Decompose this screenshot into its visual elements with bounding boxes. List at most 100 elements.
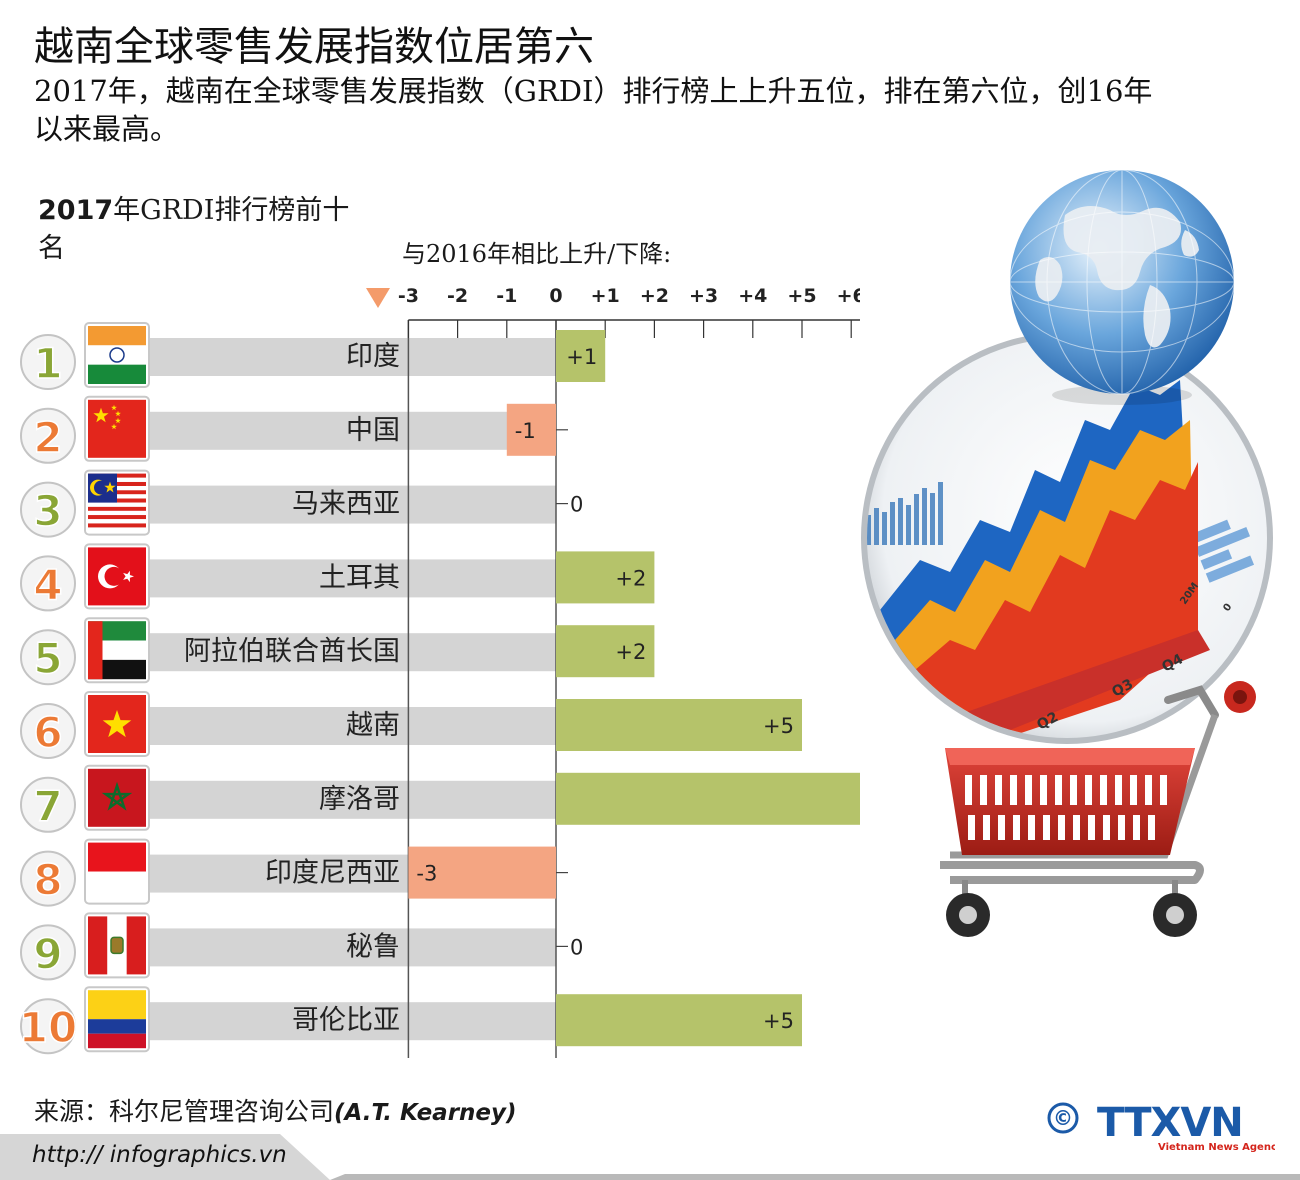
down-triangle-icon: [366, 288, 390, 308]
axis-caption: 与2016年相比上升/下降:: [402, 240, 672, 268]
rank-badge: [20, 555, 76, 612]
row-band: [145, 780, 409, 819]
page-title: 越南全球零售发展指数位居第六: [34, 24, 594, 70]
row-band-axis: [408, 338, 556, 376]
rank-badge: [20, 703, 76, 759]
source-prefix: 来源：科尔尼管理咨询公司: [34, 1097, 335, 1126]
rank-badge: [20, 776, 76, 833]
chart-title-text: 年GRDI排行榜前十名: [38, 195, 350, 264]
x-tick-label: +5: [787, 285, 816, 307]
chart-title-year: 2017: [38, 195, 114, 226]
row-band: [145, 559, 409, 598]
logo-subtext: Vietnam News Agency: [1158, 1142, 1275, 1153]
bar-value-label: +5: [763, 714, 794, 738]
uae-flag-icon: [88, 621, 146, 680]
row-band-axis: [408, 928, 556, 967]
rank-number: 4: [33, 560, 62, 609]
bar-value-label: 0: [570, 935, 583, 959]
india-flag-icon: [88, 326, 146, 384]
footer-bar: [0, 1134, 1300, 1180]
row-band: [145, 411, 409, 450]
x-tick-label: -3: [398, 285, 419, 307]
bar-value-label: +1: [566, 345, 597, 369]
page-subtitle: 2017年，越南在全球零售发展指数（GRDI）排行榜上上升五位，排在第六位，创1…: [34, 74, 1153, 146]
bar-value-label: 0: [570, 493, 583, 517]
rank-number: 3: [33, 487, 62, 536]
x-tick-label: +4: [738, 285, 767, 307]
malaysia-flag-icon: [88, 473, 146, 532]
bar: [556, 772, 860, 825]
bar-value-label: +2: [615, 566, 646, 590]
ttxvn-logo: © TTXVN Vietnam News Agency: [1047, 1100, 1275, 1153]
x-tick-label: -2: [447, 285, 468, 307]
china-flag-icon: [88, 399, 146, 458]
x-tick-label: +3: [689, 285, 718, 307]
bar: [556, 330, 606, 382]
country-label: 土耳其: [319, 562, 400, 593]
bar-value-label: -3: [416, 862, 437, 886]
country-label: 摩洛哥: [319, 784, 400, 815]
row-band-axis: [408, 707, 556, 745]
rank-number: 7: [33, 782, 62, 831]
row-band-axis: [408, 485, 556, 524]
colombia-flag-icon: [88, 990, 146, 1049]
rank-badge: [20, 850, 76, 907]
bar: [506, 403, 556, 456]
row-band: [145, 1002, 409, 1041]
rank-badge: [20, 481, 76, 538]
country-label: 阿拉伯联合酋长国: [184, 636, 400, 667]
row-band: [145, 854, 409, 893]
country-label: 马来西亚: [292, 489, 400, 520]
row-band-axis: [408, 633, 556, 672]
rank-number: 10: [19, 1003, 77, 1052]
source-line: 来源：科尔尼管理咨询公司(A.T. Kearney): [34, 1092, 517, 1128]
country-label: 印度: [346, 341, 400, 372]
rank-number: 2: [33, 413, 62, 462]
rank-badge: [20, 998, 76, 1055]
country-label: 秘鲁: [346, 931, 400, 962]
bar-value-label: +2: [615, 640, 646, 664]
x-tick-label: +2: [640, 285, 669, 307]
country-label: 越南: [346, 710, 400, 741]
ranking-chart: -3-2-10+1+2+3+4+5+6+7+1印度1-1中国20马来西亚3+2土…: [18, 285, 860, 1058]
row-band-axis: [408, 780, 556, 819]
morocco-flag-icon: [88, 768, 146, 827]
x-tick-label: -1: [496, 285, 517, 307]
logo-text: TTXVN: [1097, 1100, 1243, 1146]
row-band: [145, 928, 409, 967]
rank-number: 8: [33, 856, 62, 905]
rank-badge: [20, 334, 76, 390]
country-label: 哥伦比亚: [292, 1005, 400, 1036]
copyright-icon: ©: [1053, 1106, 1073, 1130]
row-band: [145, 633, 409, 672]
country-label: 印度尼西亚: [265, 858, 400, 889]
x-tick-label: 0: [549, 285, 562, 307]
source-name: (A.T. Kearney): [334, 1100, 517, 1126]
x-tick-label: +6: [837, 285, 860, 307]
row-band-axis: [408, 1002, 556, 1041]
rank-number: 5: [33, 634, 62, 683]
rank-number: 1: [33, 339, 62, 388]
indonesia-flag-icon: [88, 842, 146, 901]
website-link[interactable]: http:// infographics.vn: [32, 1142, 287, 1168]
bar: [556, 625, 655, 678]
peru-flag-icon: [88, 916, 146, 975]
x-tick-label: +1: [591, 285, 620, 307]
rank-badge: [20, 924, 76, 981]
country-label: 中国: [346, 415, 400, 446]
vietnam-flag-icon: [88, 695, 146, 753]
row-band: [145, 707, 409, 745]
rank-number: 6: [33, 708, 62, 757]
row-band: [145, 485, 409, 524]
bar: [556, 994, 802, 1047]
growth-chart-image: Q2 Q3 Q4 20M 0: [861, 332, 1273, 744]
chart-title: 2017年GRDI排行榜前十名: [38, 192, 358, 268]
shopping-cart-image: [940, 681, 1256, 937]
bar: [556, 699, 802, 751]
rank-badge: [20, 629, 76, 686]
turkey-flag-icon: [88, 547, 146, 606]
bar-value-label: -1: [515, 419, 536, 443]
bar-value-label: +5: [763, 1009, 794, 1033]
bar: [408, 846, 556, 899]
row-band: [145, 338, 409, 376]
